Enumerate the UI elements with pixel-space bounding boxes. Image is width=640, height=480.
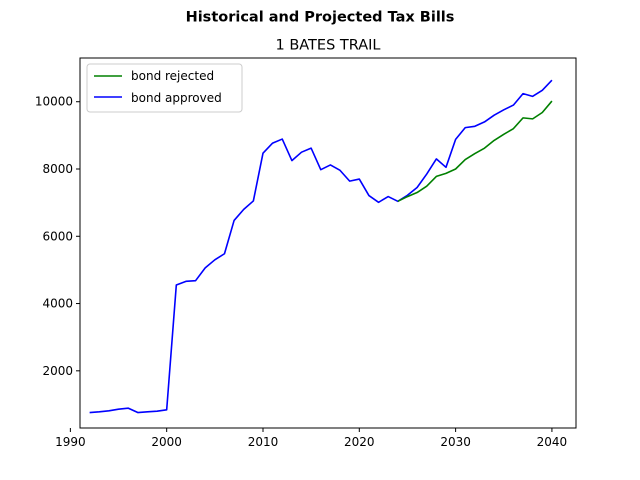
x-tick-label: 1990 [55,435,86,449]
y-tick-label: 10000 [35,95,73,109]
x-tick-label: 2020 [344,435,375,449]
legend: bond rejected bond approved [86,63,243,113]
legend-label-bond-rejected: bond rejected [131,69,214,83]
legend-box [86,63,243,113]
chart-title: Historical and Projected Tax Bills [186,10,455,26]
legend-label-bond-approved: bond approved [131,91,222,105]
y-tick-label: 4000 [42,297,73,311]
chart-subtitle: 1 BATES TRAIL [275,38,380,54]
series-line-bond-rejected [397,100,553,203]
y-tick-label: 2000 [42,364,73,378]
x-tick-label: 2010 [248,435,279,449]
axis-ticks: 1990 2000 2010 2020 2030 2040 2000 4000 6000 8000… [35,95,567,449]
plot-frame [79,57,577,429]
y-tick-label: 8000 [42,162,73,176]
x-tick-label: 2030 [440,435,471,449]
plot-series [89,79,553,414]
x-tick-label: 2000 [151,435,182,449]
series-line-bond-approved [89,79,553,414]
y-tick-label: 6000 [42,229,73,243]
x-tick-label: 2040 [537,435,568,449]
